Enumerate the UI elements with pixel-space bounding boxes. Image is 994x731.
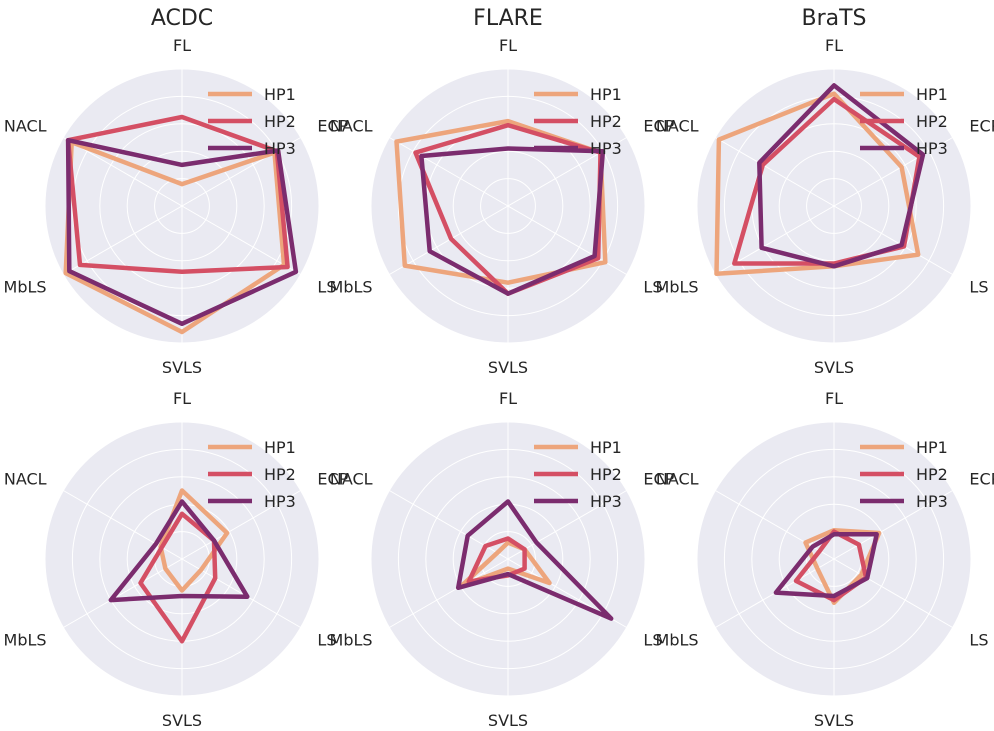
- axis-label-svls: SVLS: [814, 358, 854, 377]
- panel-title: ACDC: [151, 6, 213, 31]
- grid-spoke: [389, 205, 509, 275]
- axis-label-svls: SVLS: [488, 711, 528, 726]
- legend: HP1 HP2 HP3: [860, 438, 948, 511]
- legend-label-hp2: HP2: [590, 112, 622, 131]
- grid-spoke: [181, 137, 301, 207]
- axis-label-svls: SVLS: [814, 711, 854, 726]
- axis-label-ecp: ECP: [317, 470, 348, 489]
- legend: HP1 HP2 HP3: [208, 85, 296, 158]
- series-line-hp3: [455, 499, 614, 621]
- legend-label-hp2: HP2: [264, 465, 296, 484]
- axis-label-ls: LS: [969, 278, 988, 297]
- legend: HP1 HP2 HP3: [860, 85, 948, 158]
- axis-label-mbls: MbLS: [330, 278, 373, 297]
- radar-panel-2: FL ECP LS SVLS MbLS NACL HP1 HP2 HP3 FLARE: [330, 6, 675, 377]
- axis-label-mbls: MbLS: [656, 631, 699, 650]
- radar-panel-6: FL ECP LS SVLS MbLS NACL HP1 HP2 HP3: [656, 389, 994, 730]
- radar-panel-1: FL ECP LS SVLS MbLS NACL HP1 HP2 HP3 ACDC: [4, 6, 349, 377]
- axis-label-ls: LS: [643, 631, 662, 650]
- radar-panel-4: FL ECP LS SVLS MbLS NACL HP1 HP2 HP3: [4, 389, 349, 730]
- axis-label-fl: FL: [825, 36, 843, 55]
- legend: HP1 HP2 HP3: [208, 438, 296, 511]
- panel-title: BraTS: [801, 6, 866, 31]
- grid-spoke: [63, 558, 183, 628]
- axis-label-ls: LS: [643, 278, 662, 297]
- series-line-hp3: [65, 137, 299, 327]
- legend-label-hp3: HP3: [916, 492, 948, 511]
- series-line-hp3: [108, 499, 250, 603]
- axis-label-nacl: NACL: [4, 470, 47, 489]
- legend-label-hp1: HP1: [264, 438, 296, 457]
- series-line-hp3: [773, 532, 879, 599]
- legend-label-hp2: HP2: [264, 112, 296, 131]
- axis-label-ecp: ECP: [969, 470, 994, 489]
- radar-panel-3: FL ECP LS SVLS MbLS NACL HP1 HP2 HP3 BraTS: [656, 6, 994, 377]
- axis-label-mbls: MbLS: [4, 278, 47, 297]
- legend-label-hp3: HP3: [916, 139, 948, 158]
- legend-label-hp3: HP3: [264, 139, 296, 158]
- axis-label-ls: LS: [317, 631, 336, 650]
- legend: HP1 HP2 HP3: [534, 85, 622, 158]
- grid-spoke: [507, 490, 627, 560]
- axis-label-ecp: ECP: [969, 117, 994, 136]
- axis-label-nacl: NACL: [330, 470, 373, 489]
- grid-spoke: [389, 137, 509, 207]
- axis-label-nacl: NACL: [4, 117, 47, 136]
- grid-spoke: [833, 490, 953, 560]
- axis-label-fl: FL: [499, 36, 517, 55]
- grid-spoke: [507, 137, 627, 207]
- axis-label-ls: LS: [317, 278, 336, 297]
- legend-label-hp3: HP3: [590, 492, 622, 511]
- axis-label-mbls: MbLS: [330, 631, 373, 650]
- axis-label-mbls: MbLS: [4, 631, 47, 650]
- axis-label-svls: SVLS: [488, 358, 528, 377]
- axis-label-fl: FL: [825, 389, 843, 408]
- axis-label-mbls: MbLS: [656, 278, 699, 297]
- legend-label-hp3: HP3: [590, 139, 622, 158]
- axis-label-ls: LS: [969, 631, 988, 650]
- legend-label-hp1: HP1: [916, 438, 948, 457]
- axis-label-svls: SVLS: [162, 358, 202, 377]
- series-line-hp3: [757, 83, 926, 269]
- legend-label-hp1: HP1: [590, 438, 622, 457]
- radar-panel-5: FL ECP LS SVLS MbLS NACL HP1 HP2 HP3: [330, 389, 675, 730]
- legend-label-hp1: HP1: [264, 85, 296, 104]
- grid-spoke: [181, 490, 301, 560]
- axis-label-nacl: NACL: [330, 117, 373, 136]
- axis-label-nacl: NACL: [656, 117, 699, 136]
- axis-label-ecp: ECP: [643, 117, 674, 136]
- legend-label-hp1: HP1: [590, 85, 622, 104]
- series-line-hp1: [803, 527, 882, 606]
- axis-label-fl: FL: [499, 389, 517, 408]
- series-line-hp2: [732, 96, 922, 266]
- axis-label-ecp: ECP: [317, 117, 348, 136]
- grid-spoke: [181, 205, 301, 275]
- series-line-hp3: [419, 146, 606, 296]
- series-line-hp2: [793, 529, 869, 603]
- legend-label-hp2: HP2: [916, 465, 948, 484]
- axis-label-nacl: NACL: [656, 470, 699, 489]
- grid-spoke: [833, 137, 953, 207]
- grid-spoke: [389, 558, 509, 628]
- axis-label-ecp: ECP: [643, 470, 674, 489]
- grid-spoke: [389, 490, 509, 560]
- panel-title: FLARE: [473, 6, 543, 31]
- grid-spoke: [833, 205, 953, 275]
- axis-label-svls: SVLS: [162, 711, 202, 726]
- grid-spoke: [715, 137, 835, 207]
- legend-label-hp2: HP2: [590, 465, 622, 484]
- legend-label-hp1: HP1: [916, 85, 948, 104]
- legend: HP1 HP2 HP3: [534, 438, 622, 511]
- axis-label-fl: FL: [173, 389, 191, 408]
- legend-label-hp3: HP3: [264, 492, 296, 511]
- grid-spoke: [833, 558, 953, 628]
- legend-label-hp2: HP2: [916, 112, 948, 131]
- axis-label-fl: FL: [173, 36, 191, 55]
